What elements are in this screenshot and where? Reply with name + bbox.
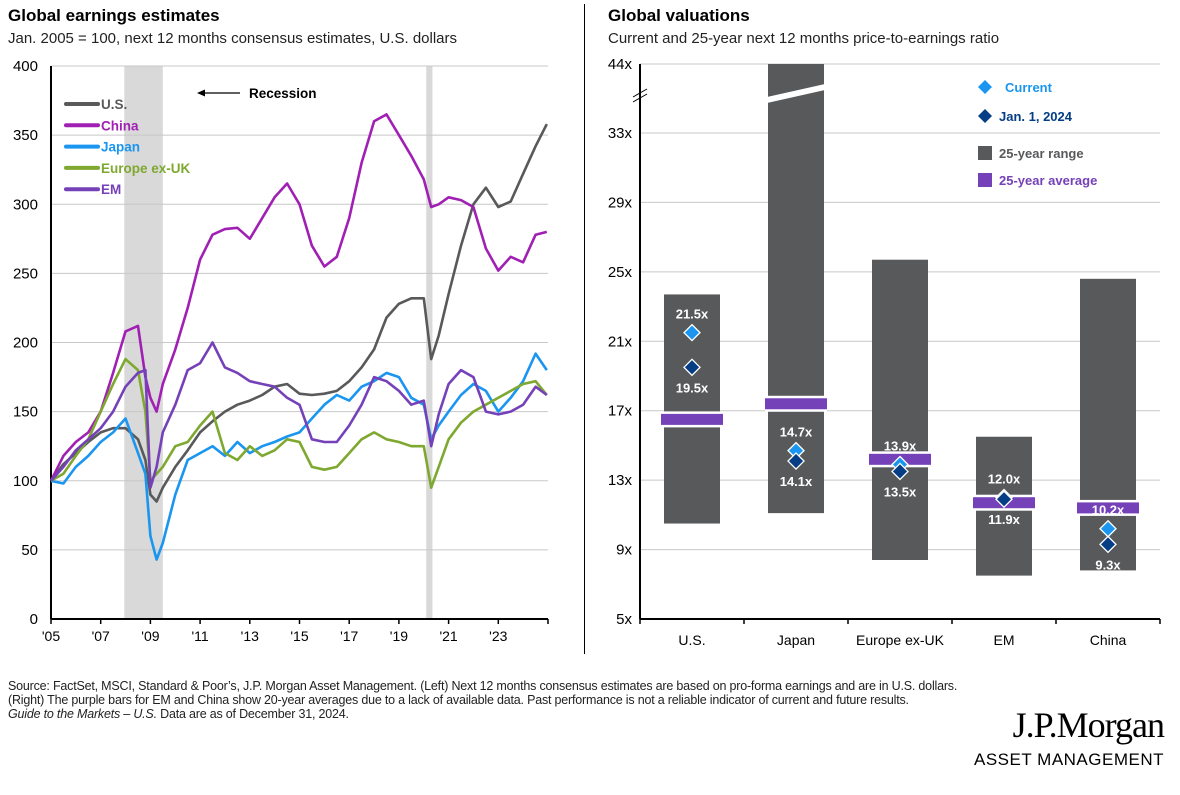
average-bar (765, 398, 827, 410)
axis-break-mark (632, 93, 648, 103)
x-tick-label: '23 (489, 628, 507, 644)
y-tick-label: 100 (13, 473, 38, 490)
category-label: Europe ex-UK (856, 632, 945, 648)
series-line-em (50, 341, 548, 490)
series-line-china (49, 113, 548, 482)
jan2024-data-label: 13.5x (884, 484, 917, 499)
x-tick-label: '09 (141, 628, 159, 644)
x-tick-label: '15 (290, 628, 308, 644)
x-tick-label: '11 (191, 628, 208, 644)
y-tick-label: 350 (13, 127, 38, 144)
footer-source: Source: FactSet, MSCI, Standard & Poor’s… (8, 679, 968, 721)
x-tick-label: '21 (439, 628, 457, 644)
current-data-label: 21.5x (676, 307, 709, 322)
legend-square-icon (978, 146, 992, 160)
legend-label: Japan (101, 140, 140, 155)
category-label: Japan (777, 632, 815, 648)
axis-break-mark (632, 88, 648, 98)
legend-label: Europe ex-UK (101, 161, 191, 176)
category-label: U.S. (678, 632, 705, 648)
legend-label: Jan. 1, 2024 (999, 109, 1073, 124)
y-tick-label: 150 (13, 404, 38, 421)
logo-wordmark: J.P.Morgan (1012, 705, 1165, 745)
right-chart-subtitle: Current and 25-year next 12 months price… (608, 30, 1000, 47)
logo-tagline: ASSET MANAGEMENT (974, 750, 1164, 769)
legend-label: China (101, 118, 139, 133)
jan2024-marker (787, 452, 805, 470)
legend-label: Current (1005, 80, 1053, 95)
left-chart-title: Global earnings estimates (8, 6, 220, 25)
source-text: Source: FactSet, MSCI, Standard & Poor’s… (8, 679, 958, 707)
range-bar-japan (768, 64, 824, 514)
average-bar (661, 413, 723, 425)
valuations-range-chart: 5x 9x 13x 17x 21x 25x 29x 33x 44x 21.5x 19.5x U.S. 1… (608, 56, 1161, 648)
average-bar (1077, 502, 1139, 514)
current-data-label: 10.2x (1092, 503, 1125, 518)
data-date-text: Data are as of December 31, 2024. (156, 707, 349, 721)
x-tick-label: '13 (241, 628, 259, 644)
left-chart-subtitle: Jan. 2005 = 100, next 12 months consensu… (8, 30, 458, 47)
range-bar-europe-ex-uk (872, 259, 928, 560)
panel-divider (584, 4, 585, 654)
jan2024-data-label: 11.9x (988, 512, 1021, 527)
earnings-line-chart: 0 50 100 150 200 250 300 350 400 '05 '07 '09 '11 '13 '… (13, 58, 549, 644)
x-tick-label: '17 (340, 628, 358, 644)
right-chart-title: Global valuations (608, 6, 750, 25)
y-tick-label: 29x (608, 194, 633, 211)
x-tick-label: '05 (42, 628, 60, 644)
current-data-label: 13.9x (884, 439, 917, 454)
y-tick-label: 250 (13, 265, 38, 282)
legend-diamond-icon (978, 80, 992, 94)
legend-label: 25-year range (999, 146, 1084, 161)
x-tick-label: '07 (92, 628, 110, 644)
jan2024-marker (995, 490, 1013, 509)
jan2024-data-label: 14.1x (780, 474, 813, 489)
x-tick-label: '19 (390, 628, 408, 644)
y-tick-label: 0 (30, 611, 38, 628)
arrow-left-icon (197, 89, 205, 97)
category-label: EM (994, 632, 1015, 648)
jan2024-marker (891, 462, 909, 481)
guide-title: Guide to the Markets – U.S. (8, 707, 157, 721)
bar-break-mark (767, 84, 825, 103)
jan2024-marker (1099, 535, 1117, 554)
y-tick-label: 21x (608, 333, 633, 350)
current-marker (683, 323, 701, 342)
current-data-label: 14.7x (780, 425, 813, 440)
legend-label: U.S. (101, 97, 127, 112)
legend-square-icon (978, 173, 992, 187)
category-label: China (1090, 632, 1127, 648)
y-tick-label: 33x (608, 125, 633, 142)
charts-canvas: 0 50 100 150 200 250 300 350 400 '05 '07 '09 '11 '13 '… (13, 56, 1161, 648)
series-line-u-s- (49, 123, 548, 503)
series-line-japan (50, 352, 548, 561)
y-tick-label: 25x (608, 264, 633, 281)
legend-diamond-icon (978, 109, 992, 123)
jan2024-data-label: 9.3x (1095, 557, 1121, 572)
y-tick-label: 200 (13, 335, 38, 352)
y-tick-label: 5x (616, 611, 632, 628)
legend-label: EM (101, 182, 121, 197)
jpmorgan-logo: J.P.Morgan ASSET MANAGEMENT (974, 705, 1165, 770)
recession-label: Recession (249, 86, 317, 101)
y-tick-label: 300 (13, 196, 38, 213)
y-tick-label: 400 (13, 58, 38, 75)
jan2024-data-label: 19.5x (676, 380, 709, 395)
y-tick-label: 9x (616, 542, 632, 559)
series-line-europe-ex-uk (50, 357, 548, 490)
current-data-label: 12.0x (988, 472, 1021, 487)
y-tick-label: 13x (608, 472, 633, 489)
y-tick-label: 50 (21, 542, 38, 559)
jan2024-marker (683, 358, 701, 377)
y-tick-label: 17x (608, 403, 633, 420)
legend-label: 25-year average (999, 173, 1097, 188)
y-tick-label: 44x (608, 56, 633, 73)
